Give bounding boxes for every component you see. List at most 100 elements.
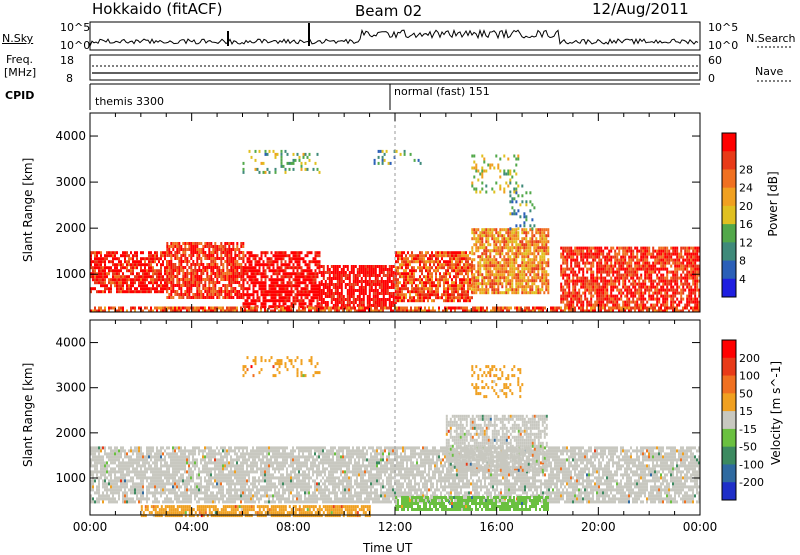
data-cell	[696, 286, 698, 289]
data-cell	[369, 283, 371, 286]
data-cell	[672, 277, 674, 280]
data-cell	[632, 307, 634, 310]
data-cell	[630, 256, 632, 259]
data-cell	[192, 260, 194, 263]
data-cell	[355, 277, 357, 280]
data-cell	[578, 265, 580, 268]
data-cell	[642, 253, 644, 256]
data-cell	[331, 292, 333, 295]
data-cell	[564, 283, 566, 286]
data-cell	[299, 278, 301, 281]
data-cell	[329, 280, 331, 283]
data-cell	[243, 287, 245, 290]
data-cell	[513, 188, 515, 191]
data-cell	[303, 269, 305, 272]
data-cell	[580, 301, 582, 304]
data-cell	[447, 287, 449, 290]
data-cell	[676, 277, 678, 280]
data-cell	[491, 188, 493, 191]
data-cell	[630, 265, 632, 268]
data-cell	[588, 283, 590, 286]
data-cell	[170, 242, 172, 245]
data-cell	[495, 249, 497, 252]
data-cell	[666, 271, 668, 274]
data-cell	[531, 282, 533, 285]
data-cell	[190, 269, 192, 272]
data-cell	[299, 156, 301, 159]
data-cell	[331, 283, 333, 286]
data-cell	[642, 268, 644, 271]
data-cell	[112, 307, 114, 310]
data-cell	[666, 307, 668, 310]
data-cell	[644, 280, 646, 283]
data-cell	[566, 256, 568, 259]
data-cell	[650, 286, 652, 289]
data-cell	[481, 240, 483, 243]
data-cell	[293, 251, 295, 254]
data-cell	[375, 277, 377, 280]
data-cell	[170, 281, 172, 284]
data-cell	[429, 257, 431, 260]
data-cell	[255, 278, 257, 281]
data-cell	[337, 268, 339, 271]
data-cell	[479, 258, 481, 261]
data-cell	[576, 265, 578, 268]
data-cell	[198, 263, 200, 266]
data-cell	[491, 164, 493, 167]
data-cell	[527, 252, 529, 255]
data-cell	[694, 256, 696, 259]
data-cell	[668, 295, 670, 298]
data-cell	[481, 273, 483, 276]
data-cell	[666, 274, 668, 277]
data-cell	[497, 164, 499, 167]
data-cell	[232, 287, 234, 290]
data-cell	[118, 263, 120, 266]
data-cell	[584, 292, 586, 295]
data-cell	[226, 257, 228, 260]
data-cell	[194, 272, 196, 275]
data-cell	[495, 240, 497, 243]
data-cell	[435, 266, 437, 269]
data-cell	[339, 295, 341, 298]
data-cell	[285, 290, 287, 293]
data-cell	[230, 296, 232, 299]
data-cell	[662, 250, 664, 253]
data-cell	[166, 275, 168, 278]
data-cell	[333, 286, 335, 289]
data-cell	[417, 299, 419, 302]
data-cell	[271, 260, 273, 263]
data-cell	[630, 253, 632, 256]
data-cell	[606, 253, 608, 256]
data-cell	[477, 276, 479, 279]
data-cell	[120, 266, 122, 269]
data-cell	[230, 260, 232, 263]
data-cell	[449, 287, 451, 290]
data-cell	[319, 286, 321, 289]
data-cell	[503, 155, 505, 158]
data-cell	[369, 265, 371, 268]
data-cell	[419, 278, 421, 281]
data-cell	[616, 274, 618, 277]
data-cell	[421, 287, 423, 290]
data-cell	[275, 299, 277, 302]
data-cell	[606, 304, 608, 307]
data-cell	[166, 260, 168, 263]
data-cell	[108, 307, 110, 310]
data-cell	[98, 307, 100, 310]
data-cell	[497, 288, 499, 291]
data-cell	[365, 280, 367, 283]
data-cell	[489, 282, 491, 285]
nsky-trace	[90, 23, 698, 46]
data-cell	[253, 290, 255, 293]
data-cell	[220, 287, 222, 290]
data-cell	[578, 289, 580, 292]
data-cell	[678, 277, 680, 280]
data-cell	[457, 290, 459, 293]
data-cell	[160, 284, 162, 287]
data-cell	[654, 307, 656, 310]
data-cell	[353, 283, 355, 286]
data-cell	[122, 263, 124, 266]
data-cell	[114, 275, 116, 278]
data-cell	[281, 266, 283, 269]
data-cell	[531, 243, 533, 246]
